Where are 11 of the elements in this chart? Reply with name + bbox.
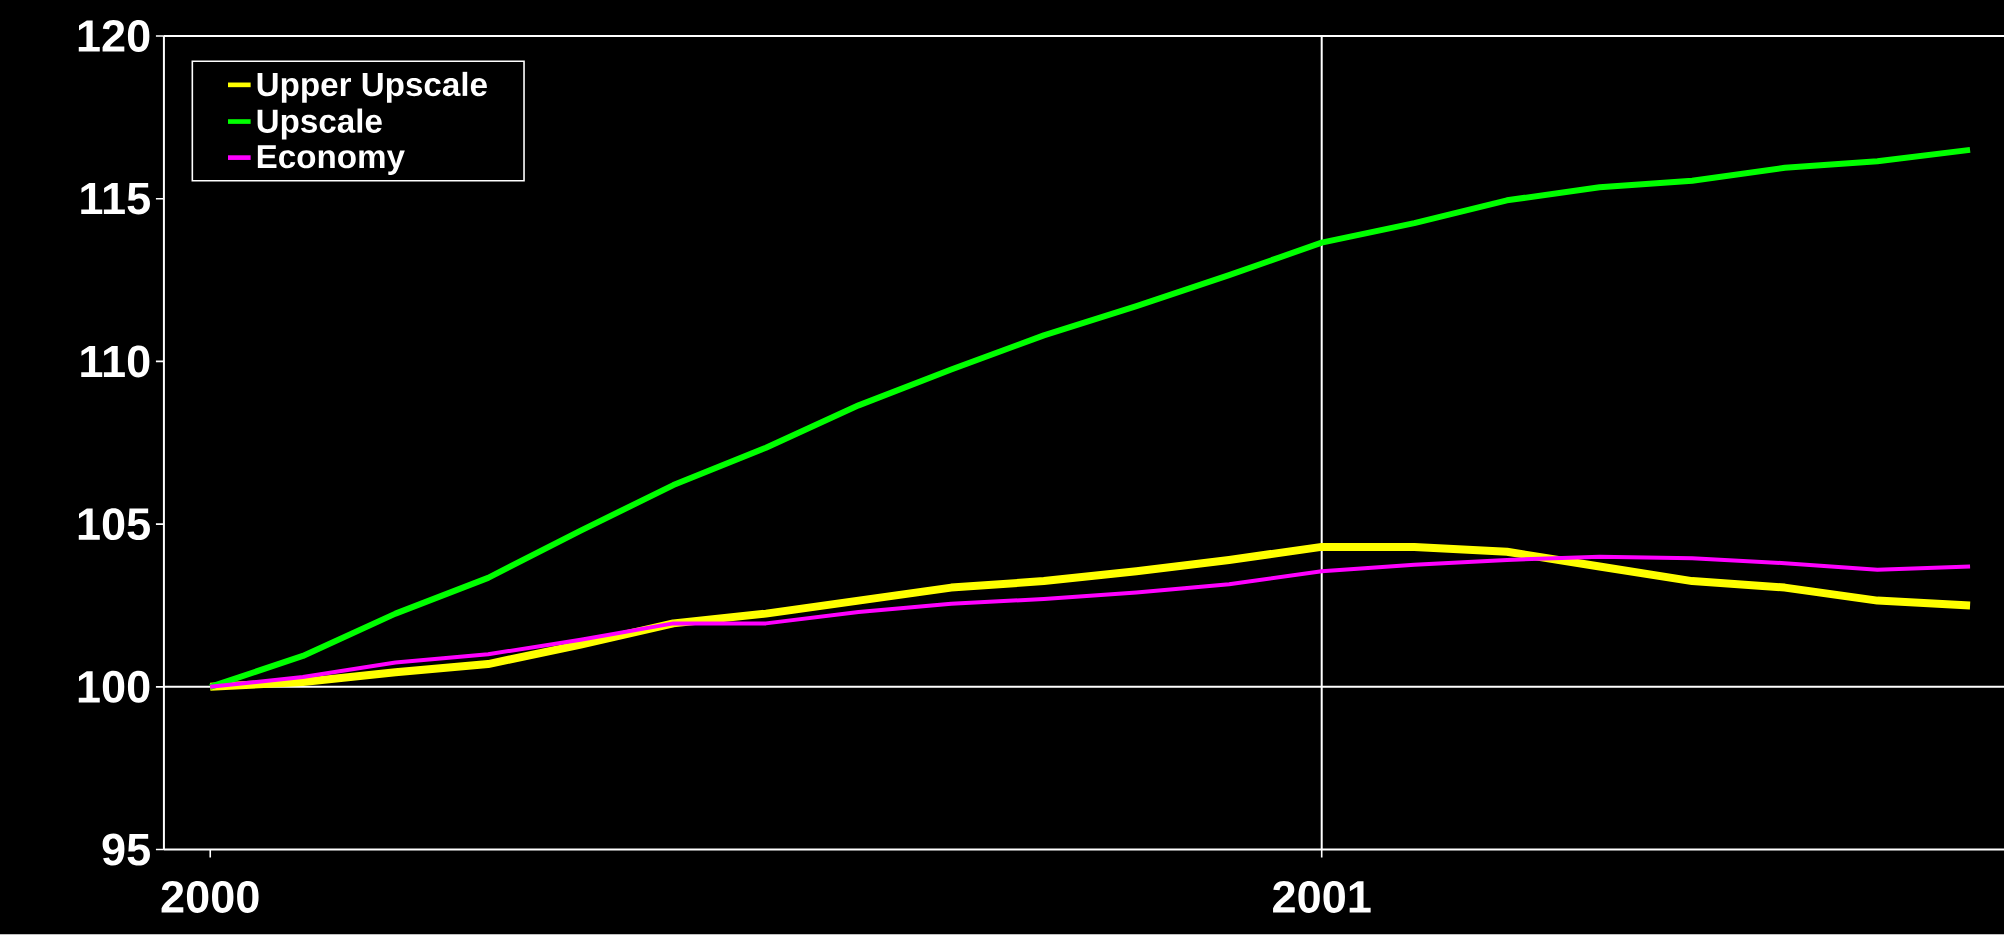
y-tick-label: 105: [78, 508, 150, 541]
y-tick-label: 120: [78, 20, 150, 53]
legend-label: Upscale: [257, 108, 382, 140]
y-tick-label: 95: [102, 833, 150, 866]
legend-label: Economy: [257, 145, 405, 176]
legend-label: Upper Upscale: [257, 72, 487, 104]
x-tick-label: 2001: [1273, 881, 1371, 914]
x-tick-label: 2000: [161, 881, 259, 914]
y-tick-label: 100: [78, 671, 150, 704]
y-tick-label: 110: [81, 345, 150, 378]
y-tick-label: 115: [81, 183, 150, 215]
